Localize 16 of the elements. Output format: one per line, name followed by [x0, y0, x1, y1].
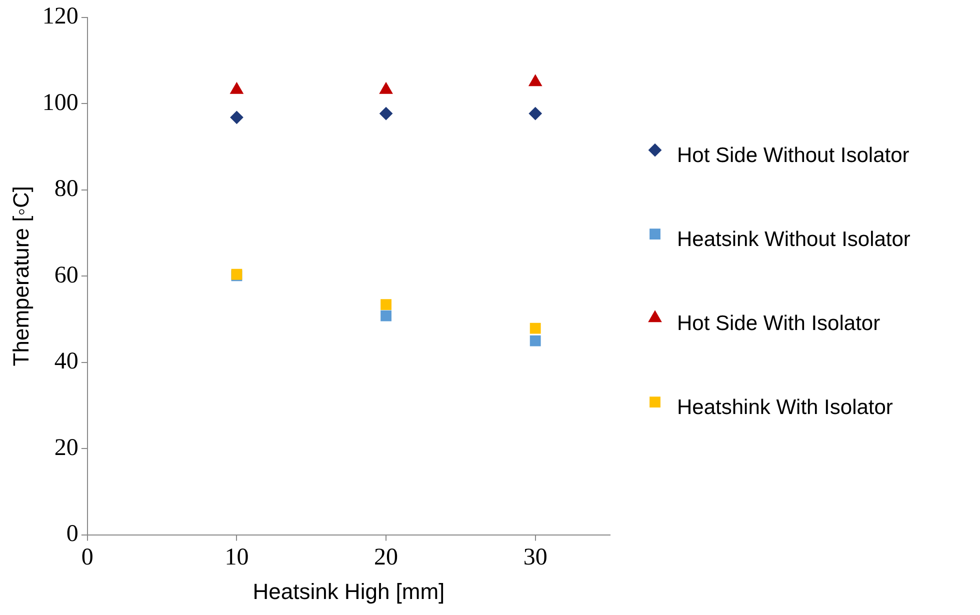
y-tick-label: 120	[42, 4, 78, 30]
x-axis-title: Heatsink High [mm]	[252, 578, 445, 604]
y-tick-label: 20	[54, 434, 78, 461]
legend-label: Heatsink Without Isolator	[677, 228, 910, 251]
legend-label: Hot Side With Isolator	[677, 312, 880, 335]
y-tick-label: 0	[66, 521, 78, 548]
legend-label: Hot Side Without Isolator	[677, 144, 910, 167]
y-tick-label: 60	[54, 262, 78, 288]
y-tick-label: 100	[42, 90, 78, 116]
y-tick-label: 80	[54, 176, 78, 202]
legend-label: Heatshink With Isolator	[677, 396, 893, 419]
y-tick-label: 40	[54, 348, 78, 375]
x-tick-label: 20	[374, 544, 398, 570]
x-tick-label: 10	[224, 544, 249, 570]
y-axis-title: Themperature [◦C]	[8, 186, 34, 366]
x-tick-label: 30	[523, 544, 548, 570]
